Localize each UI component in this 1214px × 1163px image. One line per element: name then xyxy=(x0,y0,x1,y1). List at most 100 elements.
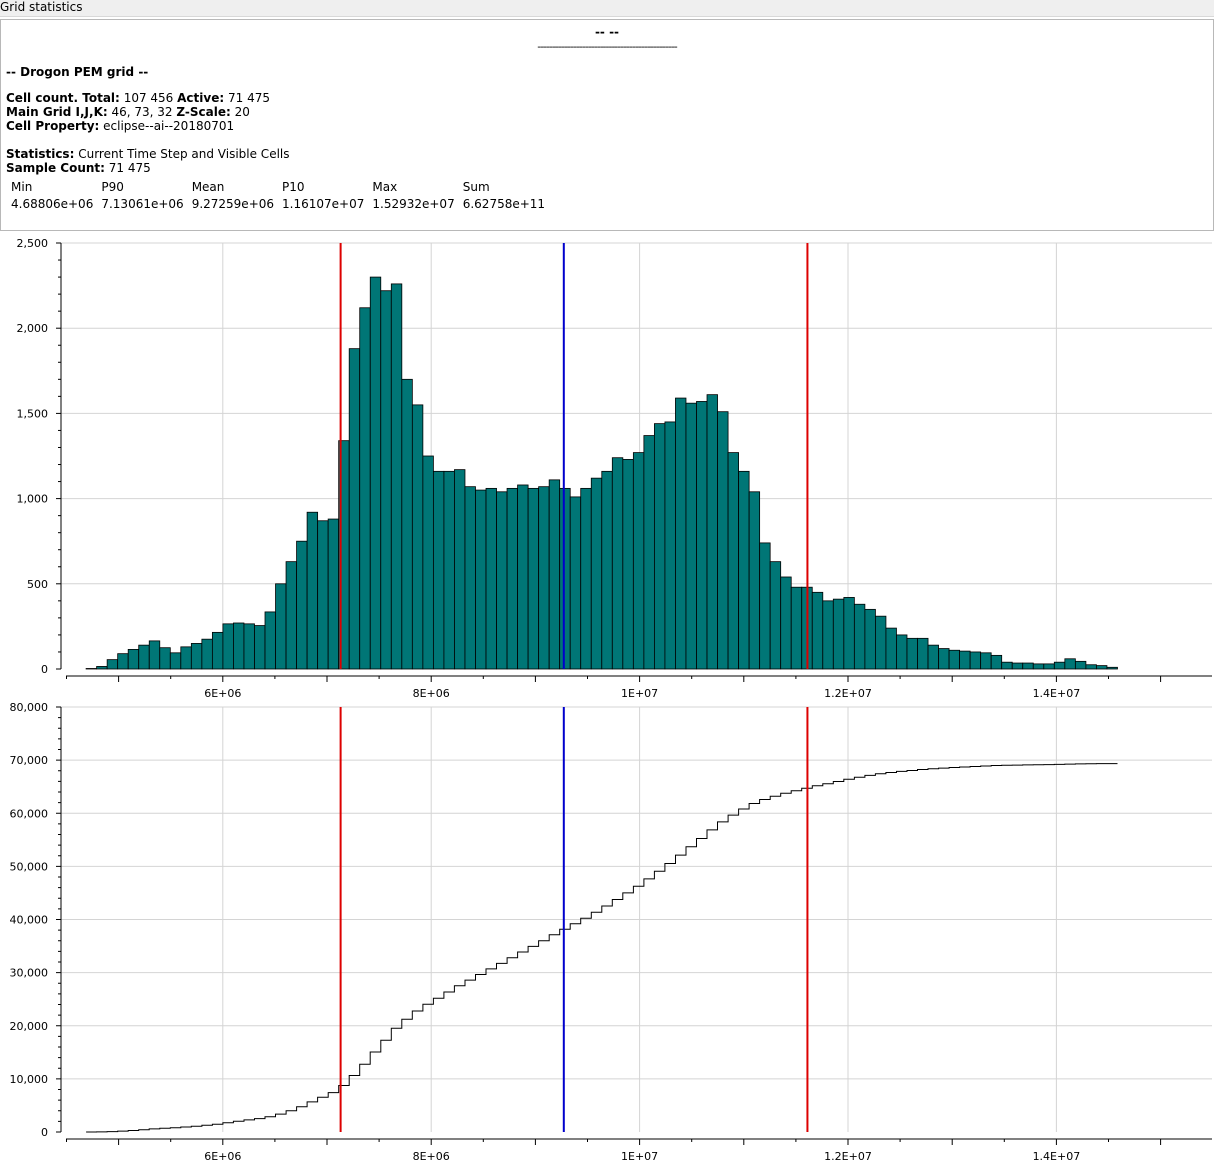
y-tick-label: 50,000 xyxy=(10,860,49,873)
cell-property-label: Cell Property: xyxy=(6,119,100,133)
table-header-cell: P10 xyxy=(282,180,305,194)
histogram-bar xyxy=(106,659,119,670)
cell-count-label: Cell count. Total: xyxy=(6,91,120,105)
histogram-bar xyxy=(706,394,718,670)
histogram-bar xyxy=(622,459,634,670)
histogram-bar xyxy=(1043,663,1055,670)
histogram-bar xyxy=(443,470,455,670)
histogram-bar xyxy=(632,452,645,670)
sample-count-value: 71 475 xyxy=(108,161,151,175)
histogram-bar xyxy=(369,276,382,670)
histogram-bar xyxy=(159,647,171,670)
histogram-bar xyxy=(822,600,834,670)
histogram-bar xyxy=(580,487,592,670)
y-tick-label: 1,500 xyxy=(17,407,49,420)
histogram-bar xyxy=(780,576,792,670)
zscale-label: Z-Scale: xyxy=(176,105,231,119)
x-tick-label: 1E+07 xyxy=(621,1150,658,1163)
y-tick-label: 2,000 xyxy=(17,322,49,335)
y-tick-label: 500 xyxy=(27,578,48,591)
histogram-bar xyxy=(233,622,245,670)
main-grid-label: Main Grid I,J,K: xyxy=(6,105,108,119)
histogram-bar xyxy=(1011,662,1024,670)
sample-count-label: Sample Count: xyxy=(6,161,105,175)
y-tick-label: 0 xyxy=(41,663,48,676)
histogram-bar xyxy=(1074,660,1087,670)
histogram-bar xyxy=(485,487,497,670)
histogram-plot: 0 500 1,000 1,500 2,000 2,500 6E+06 8E+06 1E+07 1… xyxy=(17,237,1212,700)
histogram-bar xyxy=(938,648,950,670)
table-value-cell: 1.16107e+07 xyxy=(282,197,365,211)
y-tick-label: 10,000 xyxy=(10,1073,49,1086)
histogram-bar xyxy=(664,421,676,670)
histogram-bar xyxy=(853,603,866,670)
cumulative-step-line xyxy=(86,763,1118,1133)
table-value-cell: 9.27259e+06 xyxy=(191,197,275,211)
histogram-bar xyxy=(327,518,340,670)
histogram-bar xyxy=(496,491,508,670)
histogram-bar xyxy=(348,348,361,670)
table-value-cell: 6.62758e+11 xyxy=(462,197,546,211)
histogram-bar xyxy=(990,654,1003,670)
y-tick-label: 30,000 xyxy=(10,967,49,980)
histogram-bar xyxy=(1064,658,1076,670)
histogram-bar xyxy=(832,598,845,670)
histogram-bar xyxy=(1032,663,1045,670)
statistics-info-panel: -- -- ----------------------------------… xyxy=(0,19,1214,231)
histogram-bar xyxy=(411,404,424,670)
histogram-bar xyxy=(422,455,434,670)
y-tick-label: 0 xyxy=(41,1126,48,1139)
histogram-bar xyxy=(959,650,971,670)
histogram-bar xyxy=(380,290,392,670)
table-value-cell: 7.13061e+06 xyxy=(101,197,184,211)
y-tick-label: 1,000 xyxy=(17,493,49,506)
cumulative-plot: 0 10,000 20,000 30,000 40,000 50,000 60,000 70,… xyxy=(10,701,1212,1163)
histogram-bar xyxy=(843,597,855,670)
histogram-bar xyxy=(559,487,571,670)
histogram-bar xyxy=(96,666,108,670)
histogram-bar xyxy=(117,653,129,670)
histogram-bar xyxy=(917,637,929,670)
histogram-bar xyxy=(948,649,961,670)
histogram-bar xyxy=(717,411,729,670)
histogram-bar xyxy=(864,608,876,670)
y-tick-label: 80,000 xyxy=(10,701,49,714)
histogram-bar xyxy=(696,401,708,670)
histogram-bar xyxy=(685,402,697,670)
x-tick-label: 1E+07 xyxy=(621,687,658,700)
info-separator: ----------------------------------------… xyxy=(537,40,678,53)
table-value-cell: 1.52932e+07 xyxy=(372,197,455,211)
table-header-cell: Sum xyxy=(462,180,490,194)
histogram-bar xyxy=(517,484,529,670)
histogram-bar xyxy=(727,452,739,670)
histogram-bar xyxy=(769,561,782,670)
histogram-bar xyxy=(1096,665,1108,670)
active-label: Active: xyxy=(177,91,225,105)
histogram-bar xyxy=(601,470,613,670)
zscale-value: 20 xyxy=(234,105,250,119)
histogram-bar xyxy=(1053,661,1066,670)
histogram-bar xyxy=(222,623,234,670)
x-tick-label: 6E+06 xyxy=(204,1150,241,1163)
histogram-bar xyxy=(243,623,255,670)
y-tick-label: 20,000 xyxy=(10,1020,49,1033)
histogram-bar xyxy=(506,487,518,670)
histogram-bar xyxy=(306,511,319,670)
cell-property-line: Cell Property: eclipse--ai--20180701 xyxy=(6,119,234,133)
histogram-bar xyxy=(1106,666,1118,670)
histogram-bar xyxy=(790,586,803,670)
histogram-bar xyxy=(759,542,771,670)
histogram-bar xyxy=(85,668,98,670)
statistics-label: Statistics: xyxy=(6,147,75,161)
info-header: -- -- xyxy=(594,25,620,39)
histogram-bar xyxy=(475,489,487,670)
histogram-bar xyxy=(1085,664,1097,670)
histogram-bar xyxy=(317,520,329,670)
y-tick-label: 40,000 xyxy=(10,914,49,927)
x-tick-label: 8E+06 xyxy=(413,687,450,700)
histogram-bar xyxy=(896,634,908,670)
table-header-cell: Min xyxy=(11,180,33,194)
histogram-bar xyxy=(254,625,266,670)
sample-count-line: Sample Count: 71 475 xyxy=(6,161,151,175)
x-tick-label: 6E+06 xyxy=(204,687,241,700)
